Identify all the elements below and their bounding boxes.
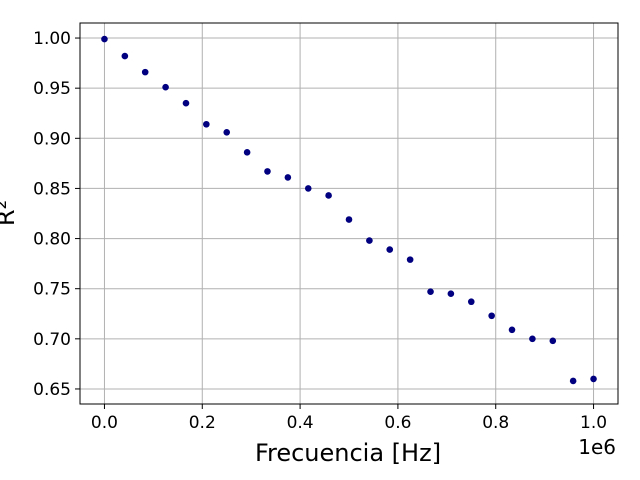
data-point xyxy=(141,68,149,76)
data-point xyxy=(427,288,434,296)
data-point xyxy=(345,216,353,223)
data-point xyxy=(101,35,108,43)
data-point xyxy=(182,99,190,107)
data-point xyxy=(508,326,516,334)
y-tick-label: 0.70 xyxy=(33,330,71,350)
data-point xyxy=(284,174,292,181)
data-point xyxy=(590,375,597,383)
data-point xyxy=(304,185,312,192)
data-point xyxy=(223,128,231,136)
data-point xyxy=(243,149,251,156)
data-point xyxy=(549,337,557,345)
data-point xyxy=(121,52,129,60)
x-tick-label: 0.0 xyxy=(91,413,118,433)
x-tick-label: 0.6 xyxy=(384,413,411,433)
x-tick-label: 0.4 xyxy=(287,413,314,433)
y-tick-label: 0.65 xyxy=(33,380,71,400)
data-point xyxy=(264,168,271,175)
data-point xyxy=(162,83,169,91)
x-tick-label: 0.8 xyxy=(482,413,509,433)
grid xyxy=(80,23,618,404)
y-tick-label: 0.85 xyxy=(33,179,71,199)
data-points xyxy=(101,35,597,385)
y-axis-label: R² xyxy=(0,200,20,226)
data-point xyxy=(203,120,210,128)
plot-frame xyxy=(79,22,619,405)
data-point xyxy=(406,256,414,263)
data-point xyxy=(366,237,373,244)
y-tick-label: 0.75 xyxy=(33,280,71,300)
data-point xyxy=(488,312,495,320)
y-tick-label: 1.00 xyxy=(33,29,71,49)
data-point xyxy=(569,377,577,385)
x-tick-label: 0.2 xyxy=(189,413,216,433)
data-point xyxy=(386,246,394,253)
x-axis-offset-text: 1e6 xyxy=(578,435,616,459)
y-tick-label: 0.80 xyxy=(33,230,71,250)
y-tick-label: 0.95 xyxy=(33,79,71,99)
data-point xyxy=(447,290,455,298)
data-point xyxy=(529,335,536,343)
y-tick-label: 0.90 xyxy=(33,129,71,149)
x-axis-label: Frecuencia [Hz] xyxy=(255,439,441,467)
data-point xyxy=(467,298,475,306)
y-axis-ticks: 0.65 0.70 0.75 0.80 0.85 0.90 0.95 1.00 xyxy=(33,29,80,400)
data-point xyxy=(325,192,332,199)
x-axis-ticks: 0.0 0.2 0.4 0.6 0.8 1.0 xyxy=(91,404,607,433)
x-tick-label: 1.0 xyxy=(580,413,607,433)
